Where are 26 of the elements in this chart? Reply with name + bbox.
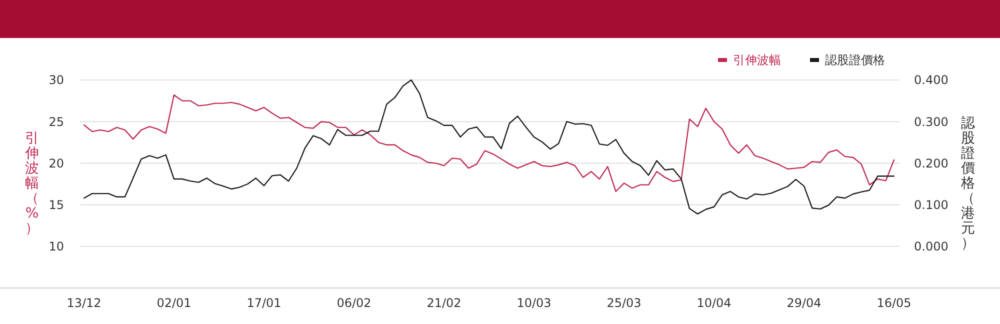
line-series: [83, 94, 895, 192]
x-tick-label: 06/02: [336, 296, 372, 310]
y-tick-label: 20: [48, 156, 64, 170]
line-series: [83, 79, 895, 215]
text: 認股證價格（港元）: [961, 116, 975, 252]
y2-tick-label: 0.300: [914, 114, 948, 129]
y2-tick-label: 0.400: [914, 73, 948, 88]
y2-tick-label: 0.200: [914, 156, 948, 170]
x-tick-label: 10/03: [516, 296, 552, 310]
legend-label: 認股證價格: [825, 53, 885, 67]
x-tick-label: 02/01: [156, 296, 192, 310]
y2-tick-label: 0.000: [914, 240, 948, 254]
y-tick-label: 25: [48, 114, 64, 129]
y-tick-label: 10: [48, 240, 64, 254]
y2-tick-label: 0.100: [914, 198, 948, 212]
x-tick-label: 10/04: [696, 296, 732, 310]
y-axis-title: 引伸波幅（%）: [24, 130, 39, 236]
x-tick-label: 13/12: [66, 296, 102, 310]
x-tick-label: 29/04: [786, 296, 822, 310]
x-tick-label: 16/05: [876, 296, 912, 310]
legend-label: 引伸波幅: [733, 53, 781, 67]
y-tick-label: 15: [48, 198, 64, 212]
x-tick-label: 17/01: [246, 296, 282, 310]
y-tick-label: 30: [48, 73, 64, 88]
x-tick-label: 25/03: [606, 296, 642, 310]
x-tick-label: 21/02: [426, 296, 462, 310]
